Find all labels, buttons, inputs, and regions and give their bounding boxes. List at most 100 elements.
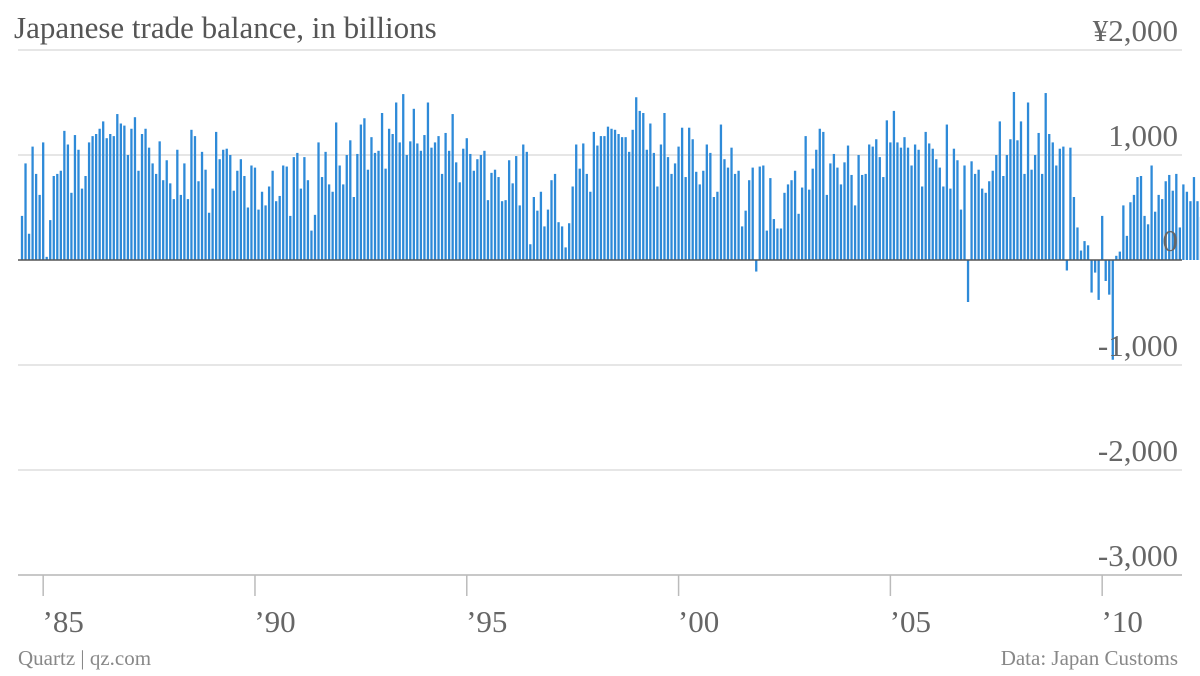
bar (500, 201, 504, 260)
y-tick-label: 1,000 (1108, 118, 1178, 153)
bar (765, 230, 768, 260)
bar (571, 186, 574, 260)
bar (804, 136, 807, 260)
bar (829, 163, 832, 260)
bar (257, 209, 260, 260)
bar (1175, 173, 1178, 260)
bar (525, 151, 528, 260)
bar (165, 160, 168, 260)
bar (624, 137, 627, 260)
bar (568, 223, 571, 260)
bar (966, 260, 970, 302)
bar (613, 129, 617, 260)
bar (973, 173, 977, 260)
bar (1026, 102, 1030, 260)
x-tick-label: ’85 (43, 604, 84, 639)
bar (236, 170, 239, 260)
bar (981, 188, 984, 260)
y-tick-label: 0 (1163, 223, 1179, 258)
bar (490, 172, 493, 260)
bar (772, 219, 776, 260)
bar (469, 153, 472, 260)
bar (200, 151, 204, 260)
bar (846, 145, 850, 260)
bar (70, 192, 73, 260)
bar (1041, 173, 1044, 260)
bar (292, 157, 295, 260)
bar (853, 205, 857, 260)
bar (970, 161, 973, 260)
bar (645, 149, 648, 260)
bar (105, 138, 108, 260)
bar (910, 165, 913, 260)
bar (303, 157, 306, 260)
bar (868, 144, 871, 260)
bar (472, 170, 475, 260)
bar (1192, 177, 1196, 260)
bar (575, 144, 578, 260)
bar (875, 139, 878, 260)
bar (1090, 260, 1093, 293)
bar (631, 129, 634, 260)
bar (1115, 255, 1118, 260)
bar (1058, 148, 1061, 260)
bar (1157, 194, 1160, 260)
bar (769, 178, 772, 260)
bar (1037, 132, 1040, 260)
bar (825, 194, 828, 260)
bar (1108, 260, 1111, 295)
bar (1044, 93, 1047, 260)
bar (857, 155, 860, 260)
bar (264, 205, 267, 260)
bar (935, 159, 938, 260)
bar (440, 173, 444, 260)
bar (49, 220, 52, 260)
bar (423, 135, 426, 260)
bar (656, 186, 659, 260)
bar (843, 162, 846, 260)
bar (215, 131, 218, 260)
bar (483, 150, 486, 260)
bar (31, 146, 34, 260)
bar (147, 147, 151, 260)
bar (889, 142, 892, 260)
bar (705, 144, 708, 260)
bar (1019, 121, 1023, 261)
bar (776, 228, 779, 260)
bar (790, 180, 793, 260)
bar (913, 144, 917, 260)
bar (1125, 235, 1129, 260)
bar (596, 145, 599, 260)
bar (638, 110, 641, 261)
bar (942, 186, 945, 260)
bar (278, 195, 281, 260)
bar (211, 188, 214, 260)
bar (377, 150, 380, 260)
bar (222, 149, 225, 260)
bar (172, 199, 175, 260)
bar (564, 247, 567, 260)
bar (959, 209, 963, 260)
x-tick-label: ’10 (1102, 604, 1143, 639)
bar (246, 207, 250, 260)
bar (938, 167, 941, 260)
bar (405, 155, 408, 260)
bar (154, 173, 158, 260)
bar (860, 174, 864, 260)
bar (42, 142, 45, 260)
bar (91, 136, 94, 260)
bar (723, 159, 726, 260)
bar (380, 113, 384, 260)
bar (709, 152, 712, 260)
bar (190, 129, 193, 260)
bar (673, 163, 677, 260)
bar (1005, 155, 1009, 260)
bar (493, 169, 497, 260)
axes (18, 259, 1182, 596)
bar (642, 113, 645, 260)
bar (850, 174, 853, 260)
bar (1118, 251, 1121, 260)
bar (232, 190, 235, 260)
y-tick-label: -3,000 (1098, 538, 1178, 573)
bar (507, 160, 511, 260)
